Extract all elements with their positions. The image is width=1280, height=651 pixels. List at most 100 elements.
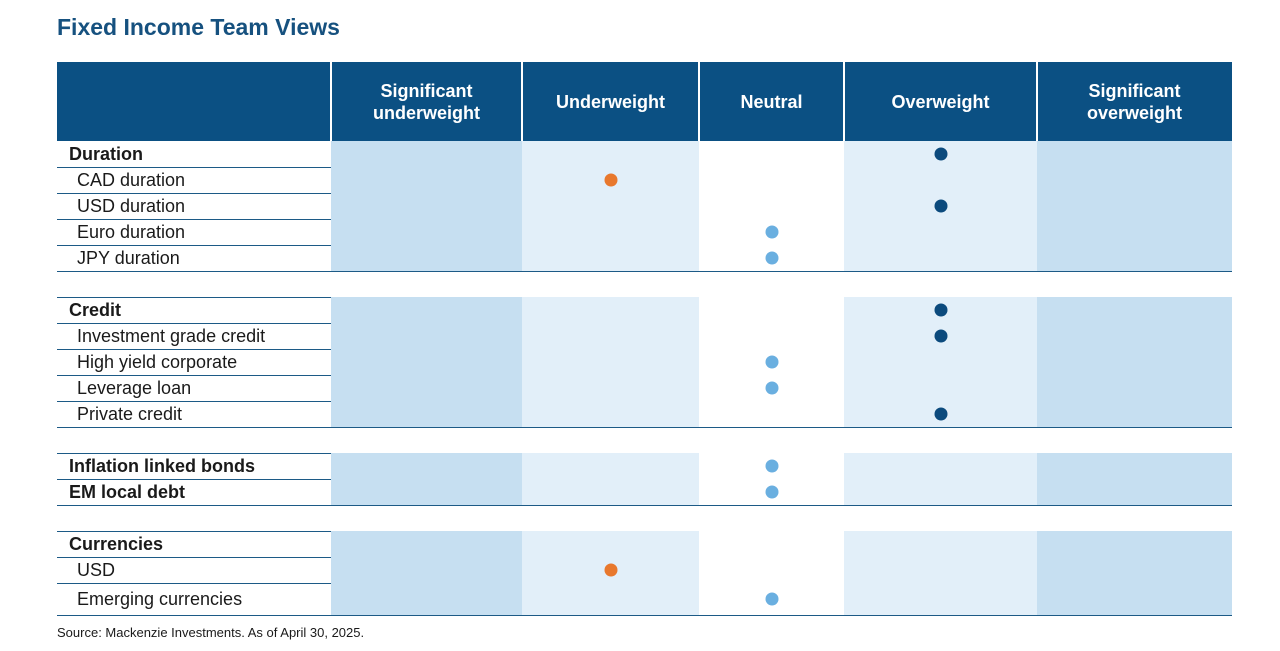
item-row: Euro duration — [57, 219, 1232, 245]
item-label: USD — [77, 559, 116, 580]
view-marker — [765, 459, 778, 473]
view-cell — [331, 349, 522, 375]
view-cell — [1037, 375, 1232, 401]
view-marker — [604, 563, 617, 577]
item-label: Private credit — [77, 403, 183, 424]
item-label: Investment grade credit — [77, 325, 266, 346]
header-divider — [330, 62, 332, 141]
view-cell — [844, 375, 1037, 401]
view-cell — [1037, 453, 1232, 479]
view-cell — [699, 141, 844, 167]
item-label: Emerging currencies — [77, 588, 243, 609]
view-marker — [604, 173, 617, 187]
view-marker — [934, 199, 947, 213]
header-divider — [1036, 62, 1038, 141]
item-row: High yield corporate — [57, 349, 1232, 375]
group-label: Credit — [69, 299, 122, 320]
view-cell — [331, 401, 522, 427]
view-cell — [699, 167, 844, 193]
view-cell — [522, 245, 699, 271]
row-divider — [57, 427, 1232, 428]
view-cell — [331, 167, 522, 193]
column-header: Significant overweight — [1086, 80, 1183, 123]
view-cell — [331, 375, 522, 401]
item-row: CAD duration — [57, 167, 1232, 193]
view-cell — [522, 583, 699, 615]
view-cell — [699, 531, 844, 557]
column-header: Underweight — [555, 91, 665, 112]
view-cell — [699, 297, 844, 323]
view-marker — [934, 303, 947, 317]
view-cell — [844, 167, 1037, 193]
view-cell — [522, 349, 699, 375]
view-cell — [1037, 349, 1232, 375]
item-label: JPY duration — [77, 247, 180, 268]
item-row: USD duration — [57, 193, 1232, 219]
view-cell — [331, 245, 522, 271]
view-cell — [1037, 141, 1232, 167]
view-cell — [331, 453, 522, 479]
view-cell — [699, 557, 844, 583]
chart-title: Fixed Income Team Views — [57, 14, 340, 40]
column-header: Overweight — [891, 91, 990, 112]
view-cell — [331, 193, 522, 219]
view-marker — [934, 329, 947, 343]
view-cell — [331, 531, 522, 557]
group-label: EM local debt — [69, 481, 186, 502]
row-divider — [57, 505, 1232, 506]
view-cell — [331, 557, 522, 583]
view-cell — [522, 219, 699, 245]
view-cell — [844, 557, 1037, 583]
view-cell — [331, 479, 522, 505]
view-marker — [765, 592, 778, 606]
view-cell — [522, 531, 699, 557]
view-cell — [331, 141, 522, 167]
view-cell — [522, 401, 699, 427]
item-row: Emerging currencies — [57, 583, 1232, 615]
view-cell — [331, 583, 522, 615]
view-marker — [765, 225, 778, 239]
view-cell — [1037, 193, 1232, 219]
view-cell — [331, 323, 522, 349]
view-cell — [844, 479, 1037, 505]
view-cell — [1037, 583, 1232, 615]
view-cell — [522, 141, 699, 167]
view-cell — [331, 219, 522, 245]
view-marker — [765, 355, 778, 369]
header-divider — [521, 62, 523, 141]
view-marker — [934, 147, 947, 161]
item-label: Leverage loan — [77, 377, 192, 398]
row-divider — [57, 271, 1232, 272]
view-cell — [522, 323, 699, 349]
view-cell — [522, 479, 699, 505]
row-divider — [57, 615, 1232, 616]
view-cell — [1037, 167, 1232, 193]
column-header: Neutral — [740, 91, 803, 112]
view-cell — [844, 531, 1037, 557]
view-cell — [1037, 557, 1232, 583]
view-cell — [522, 453, 699, 479]
views-table: Significant underweight Underweight Neutra… — [57, 62, 1232, 622]
view-marker — [765, 381, 778, 395]
view-cell — [1037, 297, 1232, 323]
item-label: High yield corporate — [77, 351, 238, 372]
view-cell — [1037, 401, 1232, 427]
view-cell — [844, 219, 1037, 245]
group-label: Currencies — [69, 533, 164, 554]
view-cell — [1037, 219, 1232, 245]
view-cell — [331, 297, 522, 323]
view-cell — [1037, 245, 1232, 271]
view-cell — [844, 245, 1037, 271]
view-marker — [765, 251, 778, 265]
column-header: Significant underweight — [373, 80, 480, 123]
group-label: Inflation linked bonds — [69, 455, 255, 476]
view-marker — [934, 407, 947, 421]
view-cell — [699, 401, 844, 427]
view-cell — [522, 297, 699, 323]
item-row: Private credit — [57, 401, 1232, 427]
view-marker — [765, 485, 778, 499]
view-cell — [699, 193, 844, 219]
view-cell — [844, 349, 1037, 375]
view-cell — [522, 193, 699, 219]
view-cell — [1037, 479, 1232, 505]
